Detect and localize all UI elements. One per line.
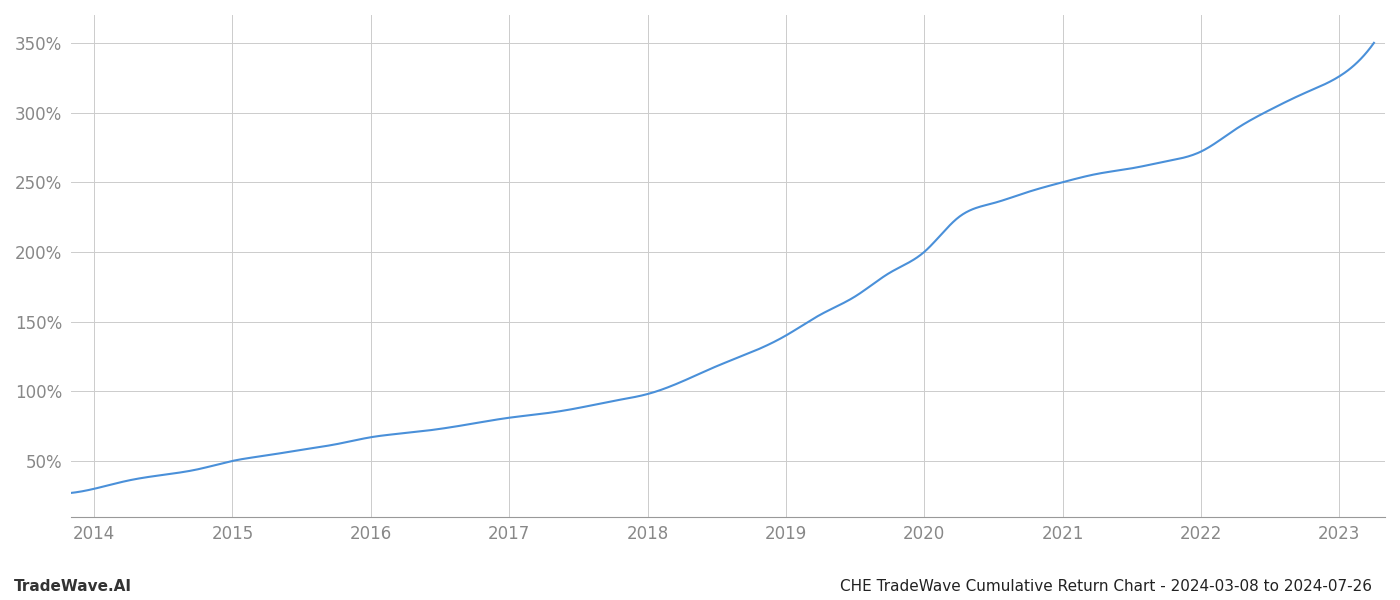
Text: TradeWave.AI: TradeWave.AI (14, 579, 132, 594)
Text: CHE TradeWave Cumulative Return Chart - 2024-03-08 to 2024-07-26: CHE TradeWave Cumulative Return Chart - … (840, 579, 1372, 594)
